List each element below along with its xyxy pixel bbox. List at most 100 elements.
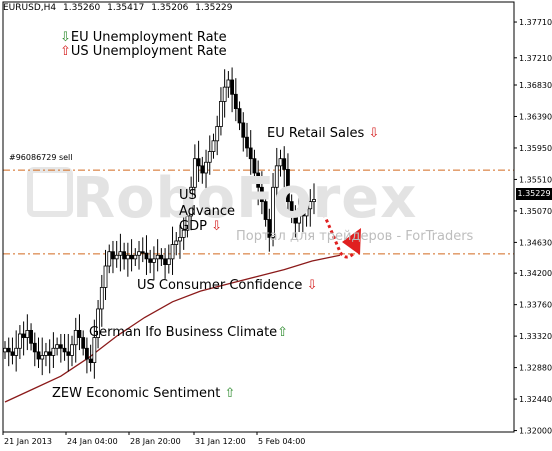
candle-body <box>241 122 246 138</box>
candle-body <box>263 201 268 220</box>
candle-body <box>62 347 67 353</box>
y-tick-label: 1.37210 <box>519 54 552 63</box>
candle-body <box>267 219 272 238</box>
candle-body <box>51 347 56 356</box>
y-tick-label: 1.34630 <box>519 238 552 247</box>
candle-body <box>36 351 41 360</box>
event-label: ZEW Economic Sentiment <box>52 386 221 401</box>
open-value: 1.35260 <box>63 3 101 13</box>
plot-frame <box>2 1 515 433</box>
candle-body <box>107 251 112 267</box>
candle-body <box>207 151 212 163</box>
low-value: 1.35206 <box>151 3 189 13</box>
candle-body <box>70 344 74 356</box>
candle-body <box>178 236 182 242</box>
candle-body <box>233 93 238 110</box>
current-price-label: 1.35229 <box>516 188 552 200</box>
candle-body <box>25 330 30 338</box>
watermark-logo-text: RoboForex <box>72 166 418 231</box>
y-tick-label: 1.34200 <box>519 269 552 278</box>
x-tick-label: 24 Jan 04:00 <box>67 437 118 446</box>
candle-body <box>125 254 130 260</box>
candle-body <box>286 169 290 203</box>
candle-body <box>111 251 115 260</box>
candle-body <box>140 251 145 254</box>
candle-body <box>92 337 97 363</box>
candle-body <box>166 258 171 265</box>
event-eu-unemployment: ⇩EU Unemployment Rate <box>60 31 227 45</box>
candle-body <box>219 101 223 127</box>
candle-body <box>200 165 205 174</box>
candle-body <box>248 147 253 160</box>
candle-body <box>133 254 138 260</box>
arrow-up-icon: ⇧ <box>60 44 71 59</box>
candle-body <box>118 251 123 256</box>
candle-body <box>196 158 201 167</box>
y-tick-label: 1.36830 <box>519 81 552 90</box>
x-tick-label: 28 Jan 20:00 <box>130 437 181 446</box>
candle-body <box>77 330 82 338</box>
event-us-gdp-line1: US <box>179 188 197 203</box>
candle-body <box>297 208 302 224</box>
order-label: #96086729 sell <box>9 153 73 162</box>
candle-body <box>222 86 227 102</box>
candle-body <box>10 351 15 356</box>
y-tick-label: 1.33320 <box>519 332 552 341</box>
candle-body <box>300 208 305 217</box>
event-us-gdp-line3: GDP ⇩ <box>179 220 222 234</box>
symbol-label: EURUSD,H4 <box>3 3 57 13</box>
event-label: GDP <box>179 219 207 234</box>
y-tick-label: 1.32880 <box>519 364 552 373</box>
arrow-down-icon: ⇩ <box>368 126 380 141</box>
candle-body <box>66 351 71 356</box>
candle-body <box>99 287 104 310</box>
candle-body <box>44 351 48 356</box>
candle-body <box>96 308 100 338</box>
x-tick-label: 31 Jan 12:00 <box>195 437 246 446</box>
candle-body <box>308 201 313 210</box>
candle-body <box>58 344 63 349</box>
chart-header: EURUSD,H4 1.35260 1.35417 1.35206 1.3522… <box>3 3 237 13</box>
close-value: 1.35229 <box>195 3 233 13</box>
candle-body <box>170 244 175 260</box>
y-tick-label: 1.32000 <box>519 427 552 436</box>
candle-body <box>73 330 78 346</box>
candle-body <box>237 108 242 124</box>
candle-body <box>152 258 156 263</box>
candle-body <box>122 251 127 260</box>
x-tick-label: 21 Jan 2013 <box>4 437 52 446</box>
candle-body <box>312 199 316 203</box>
watermark-tagline: Портал для трейдеров - ForTraders <box>236 229 474 244</box>
y-tick-label: 1.33760 <box>519 301 552 310</box>
candle-body <box>274 165 279 188</box>
candle-body <box>293 215 298 224</box>
candle-body <box>129 254 134 260</box>
candle-body <box>14 347 19 356</box>
high-value: 1.35417 <box>107 3 145 13</box>
forecast-arrow <box>317 202 361 259</box>
event-german-ifo: German Ifo Business Climate⇧ <box>89 326 288 340</box>
candle-body <box>29 330 33 344</box>
candle-body <box>85 347 89 360</box>
moving-average-line <box>4 254 341 403</box>
forecast-arrowhead <box>342 228 361 255</box>
candle-body <box>3 347 7 353</box>
y-tick-label: 1.35070 <box>519 207 552 216</box>
event-label: EU Unemployment Rate <box>70 30 227 45</box>
candle-body <box>289 201 294 217</box>
event-eu-retail-sales: EU Retail Sales ⇩ <box>267 127 379 141</box>
candle-body <box>192 158 197 188</box>
candle-body <box>32 342 37 353</box>
event-label: US Unemployment Rate <box>70 44 227 59</box>
candle-body <box>226 79 231 88</box>
candle-body <box>6 347 11 353</box>
candle-body <box>159 254 164 260</box>
candle-body <box>282 158 287 170</box>
candle-body <box>21 333 26 338</box>
candle-body <box>81 337 86 349</box>
event-label: US Consumer Confidence <box>137 278 303 293</box>
arrow-down-icon: ⇩ <box>306 278 318 293</box>
candle-body <box>148 258 153 263</box>
candle-body <box>55 344 60 349</box>
